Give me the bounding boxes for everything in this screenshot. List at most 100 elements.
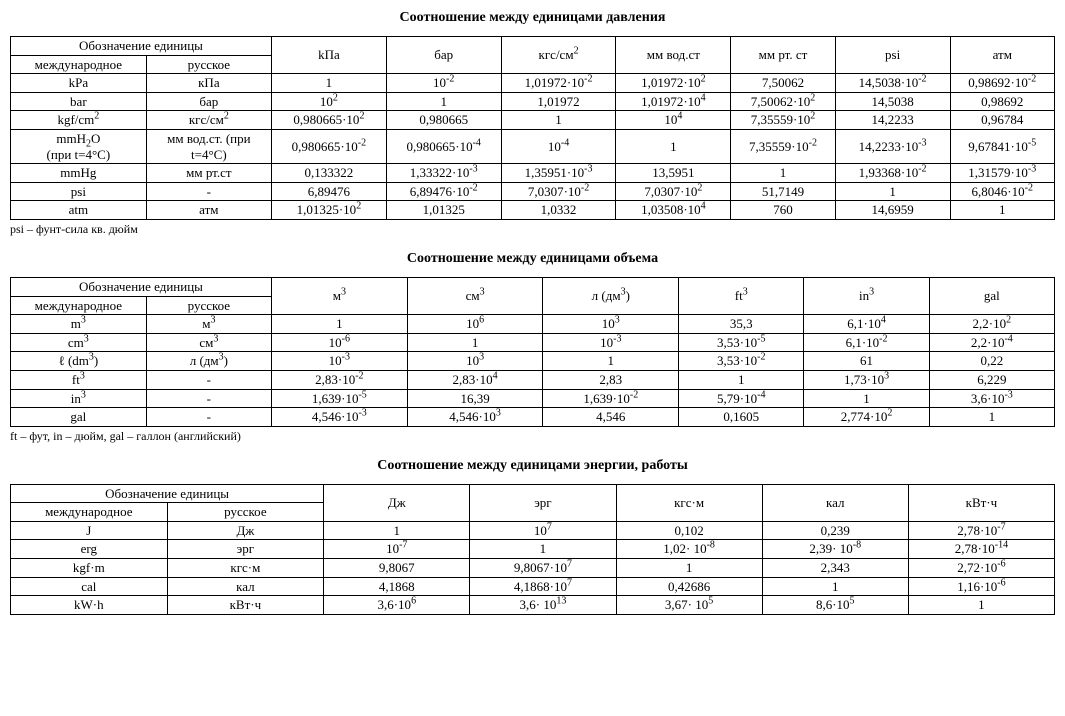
table-row: in3-1,639·10-516,391,639·10-25,79·10-413… xyxy=(11,389,1055,408)
cell: 10-7 xyxy=(324,540,470,559)
cell: 0,980665·102 xyxy=(271,111,386,130)
cell: 13,5951 xyxy=(616,164,731,183)
col-header: Дж xyxy=(324,484,470,521)
col-header: см3 xyxy=(407,277,543,314)
cell: 5,79·10-4 xyxy=(679,389,804,408)
col-header: in3 xyxy=(804,277,929,314)
row-intl: kgf·m xyxy=(11,559,168,578)
table-row: ergэрг10-711,02· 10-82,39· 10-82,78·10-1… xyxy=(11,540,1055,559)
cell: 1 xyxy=(616,559,762,578)
cell: 760 xyxy=(731,201,835,220)
cell: 2,78·10-14 xyxy=(908,540,1054,559)
table-row: mmH2O(при t=4°C)мм вод.ст. (приt=4°C)0,9… xyxy=(11,129,1055,163)
cell: 1,02· 10-8 xyxy=(616,540,762,559)
cell: 1 xyxy=(731,164,835,183)
cell: 1,73·103 xyxy=(804,370,929,389)
cell: 1,16·10-6 xyxy=(908,577,1054,596)
cell: 1,93368·10-2 xyxy=(835,164,950,183)
cell: 2,83 xyxy=(543,370,679,389)
unit-header: Обозначение единицы xyxy=(11,277,272,296)
cell: 102 xyxy=(271,92,386,111)
cell: 2,2·102 xyxy=(929,315,1054,334)
unit-header: Обозначение единицы xyxy=(11,484,324,503)
cell: 0,42686 xyxy=(616,577,762,596)
cell: 1 xyxy=(616,129,731,163)
cell: 7,35559·102 xyxy=(731,111,835,130)
cell: 103 xyxy=(407,352,543,371)
footnote: ft – фут, in – дюйм, gal – галлон (англи… xyxy=(10,429,1055,444)
cell: 1 xyxy=(804,389,929,408)
row-rus: л (дм3) xyxy=(146,352,271,371)
table-row: ft3-2,83·10-22,83·1042,8311,73·1036,229 xyxy=(11,370,1055,389)
row-rus: кВт·ч xyxy=(167,596,324,615)
cell: 16,39 xyxy=(407,389,543,408)
cell: 0,96784 xyxy=(950,111,1054,130)
row-rus: эрг xyxy=(167,540,324,559)
cell: 6,89476·10-2 xyxy=(386,182,501,201)
col-header: psi xyxy=(835,37,950,74)
cell: 107 xyxy=(470,521,616,540)
cell: 3,6· 1013 xyxy=(470,596,616,615)
col-header: бар xyxy=(386,37,501,74)
cell: 2,83·104 xyxy=(407,370,543,389)
table-title: Соотношение между единицами давления xyxy=(10,10,1055,26)
row-intl: ℓ (dm3) xyxy=(11,352,147,371)
row-intl: erg xyxy=(11,540,168,559)
table-row: kgf/cm2кгс/см20,980665·1020,98066511047,… xyxy=(11,111,1055,130)
footnote: psi – фунт-сила кв. дюйм xyxy=(10,222,1055,237)
table-row: atmатм1,01325·1021,013251,03321,03508·10… xyxy=(11,201,1055,220)
cell: 2,83·10-2 xyxy=(271,370,407,389)
cell: 0,1605 xyxy=(679,408,804,427)
cell: 6,229 xyxy=(929,370,1054,389)
col-header: л (дм3) xyxy=(543,277,679,314)
cell: 6,89476 xyxy=(271,182,386,201)
cell: 4,546·10-3 xyxy=(271,408,407,427)
cell: 4,546 xyxy=(543,408,679,427)
conversion-table: Обозначение единицыkПабаркгс/см2мм вод.с… xyxy=(10,36,1055,220)
table-title: Соотношение между единицами энергии, раб… xyxy=(10,458,1055,474)
row-intl: m3 xyxy=(11,315,147,334)
col-header: мм вод.ст xyxy=(616,37,731,74)
table-row: calкал4,18684,1868·1070,4268611,16·10-6 xyxy=(11,577,1055,596)
table-row: JДж11070,1020,2392,78·10-7 xyxy=(11,521,1055,540)
cell: 7,50062 xyxy=(731,74,835,93)
cell: 6,1·10-2 xyxy=(804,333,929,352)
table-title: Соотношение между единицами объема xyxy=(10,251,1055,267)
cell: 1,03508·104 xyxy=(616,201,731,220)
row-rus: атм xyxy=(146,201,271,220)
table-row: m3м3110610335,36,1·1042,2·102 xyxy=(11,315,1055,334)
row-rus: Дж xyxy=(167,521,324,540)
row-rus: мм вод.ст. (приt=4°C) xyxy=(146,129,271,163)
cell: 1,639·10-5 xyxy=(271,389,407,408)
table-row: cm3см310-6110-33,53·10-56,1·10-22,2·10-4 xyxy=(11,333,1055,352)
cell: 106 xyxy=(407,315,543,334)
cell: 1,33322·10-3 xyxy=(386,164,501,183)
table-row: kPaкПа110-21,01972·10-21,01972·1027,5006… xyxy=(11,74,1055,93)
cell: 6,1·104 xyxy=(804,315,929,334)
row-rus: м3 xyxy=(146,315,271,334)
cell: 14,6959 xyxy=(835,201,950,220)
cell: 1 xyxy=(271,315,407,334)
cell: 0,22 xyxy=(929,352,1054,371)
col-header: кал xyxy=(762,484,908,521)
cell: 14,5038 xyxy=(835,92,950,111)
cell: 1 xyxy=(679,370,804,389)
row-intl: cm3 xyxy=(11,333,147,352)
table-row: mmHgмм рт.ст0,1333221,33322·10-31,35951·… xyxy=(11,164,1055,183)
cell: 1,01972 xyxy=(501,92,616,111)
row-intl: kW·h xyxy=(11,596,168,615)
col-header: атм xyxy=(950,37,1054,74)
row-intl: cal xyxy=(11,577,168,596)
col-header: мм рт. ст xyxy=(731,37,835,74)
cell: 9,67841·10-5 xyxy=(950,129,1054,163)
row-rus: - xyxy=(146,408,271,427)
row-rus: - xyxy=(146,389,271,408)
cell: 51,7149 xyxy=(731,182,835,201)
sub-header-intl: международное xyxy=(11,55,147,74)
row-rus: кгс/см2 xyxy=(146,111,271,130)
cell: 0,980665·10-2 xyxy=(271,129,386,163)
row-intl: psi xyxy=(11,182,147,201)
cell: 1 xyxy=(386,92,501,111)
cell: 3,67· 105 xyxy=(616,596,762,615)
cell: 10-3 xyxy=(543,333,679,352)
